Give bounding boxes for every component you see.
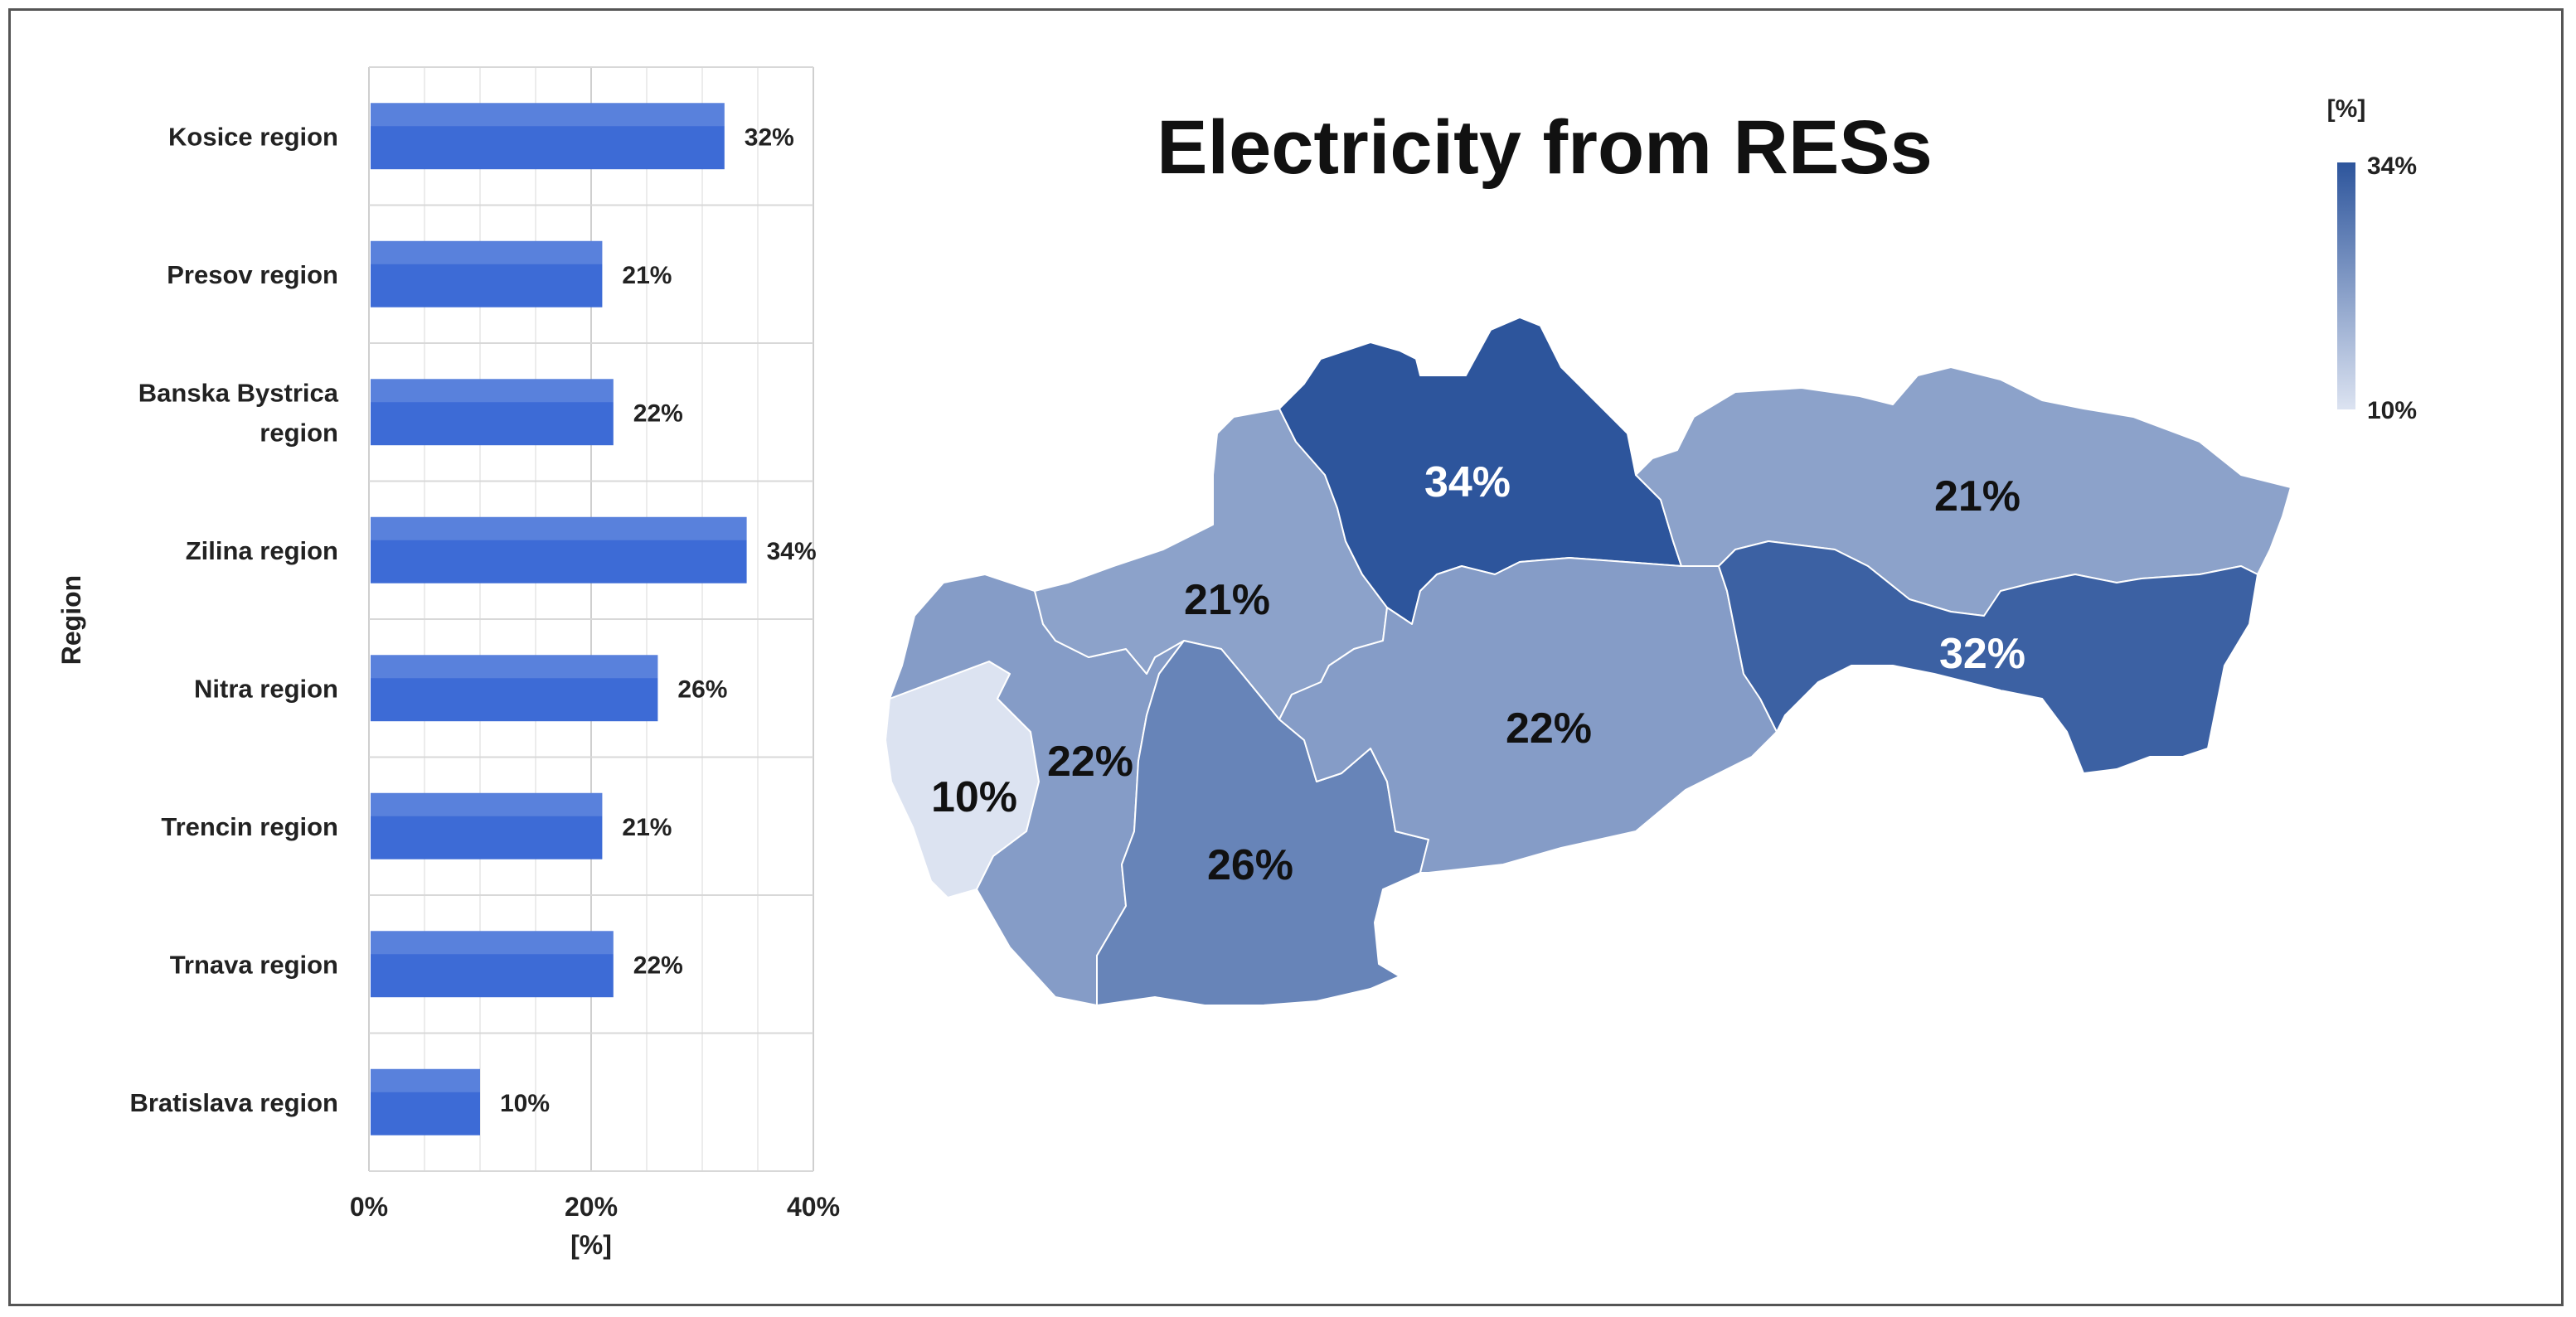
map-region-label: 34%: [1424, 458, 1511, 506]
bar-highlight: [371, 792, 603, 816]
bar-highlight: [371, 103, 725, 127]
bar: [371, 792, 603, 859]
bar-highlight: [371, 1068, 480, 1092]
map-region-labels: 10% 22% 21% 26% 34% 22% 21% 32%: [931, 458, 2025, 889]
x-tick-label: 0%: [350, 1192, 388, 1222]
bar-value-label: 22%: [633, 951, 683, 979]
bar: [371, 240, 603, 307]
map-region: [1718, 540, 2258, 774]
color-legend: [%] 34% 10%: [2327, 95, 2417, 424]
bar-value-label: 22%: [633, 399, 683, 427]
bar-value-label: 26%: [677, 675, 727, 703]
bar: [371, 379, 614, 446]
map-title: Electricity from RESs: [1157, 105, 1933, 190]
y-axis-label: Region: [56, 575, 86, 665]
category-label: Trnava region: [170, 950, 338, 979]
category-label: Presov region: [167, 260, 338, 289]
category-label: Bratislava region: [129, 1088, 338, 1117]
bar-chart: Kosice region Presov region Banska Bystric…: [56, 66, 840, 1260]
bar-value-label: 21%: [622, 814, 672, 841]
choropleth-map: Electricity from RESs 10% 22% 21% 26% 34% 22%…: [885, 105, 2292, 1006]
map-region-label: 32%: [1939, 630, 2025, 678]
legend-title: [%]: [2327, 95, 2366, 123]
x-tick-label: 40%: [787, 1192, 840, 1222]
bar: [371, 655, 658, 722]
bar-highlight: [371, 516, 747, 540]
x-tick-label: 20%: [565, 1192, 618, 1222]
legend-max-label: 34%: [2367, 153, 2417, 180]
map-region-label: 26%: [1207, 841, 1293, 889]
bar: [371, 103, 725, 170]
bar-highlight: [371, 240, 603, 264]
map-region-label: 22%: [1047, 738, 1133, 786]
x-axis-label: [%]: [570, 1230, 612, 1260]
legend-min-label: 10%: [2367, 397, 2417, 424]
bar-chart-bars: [371, 103, 747, 1135]
map-region: [1278, 557, 1778, 874]
bar-value-label: 32%: [745, 123, 794, 151]
map-region-label: 22%: [1506, 704, 1592, 753]
legend-color-ramp: [2337, 162, 2355, 409]
bar-value-label: 21%: [622, 262, 672, 289]
bar: [371, 1068, 480, 1135]
bar: [371, 516, 747, 583]
bar-highlight: [371, 931, 614, 955]
map-region-label: 10%: [931, 773, 1017, 821]
x-axis-ticks: 0% 20% 40%: [350, 1192, 840, 1222]
bar-value-label: 10%: [500, 1090, 550, 1117]
map-region-label: 21%: [1934, 472, 2021, 521]
map-regions: [885, 317, 2292, 1006]
bar-chart-grid: [368, 66, 814, 1172]
bar-value-label: 34%: [767, 538, 817, 565]
category-label: Zilina region: [186, 536, 338, 565]
figure-frame: Kosice region Presov region Banska Bystric…: [8, 8, 2564, 1306]
category-label: Trencin region: [161, 812, 338, 841]
bar-highlight: [371, 379, 614, 403]
category-label: region: [260, 418, 338, 447]
category-labels: Kosice region Presov region Banska Bystric…: [129, 122, 338, 1117]
map-region-label: 21%: [1184, 576, 1270, 624]
value-labels: 32% 21% 22% 34% 26% 21% 22% 10%: [500, 123, 817, 1117]
figure-canvas: Kosice region Presov region Banska Bystric…: [56, 66, 2417, 1260]
category-label: Nitra region: [194, 674, 338, 703]
category-label: Kosice region: [168, 122, 338, 151]
bar: [371, 931, 614, 998]
bar-highlight: [371, 655, 658, 679]
category-label: Banska Bystrica: [138, 378, 339, 407]
